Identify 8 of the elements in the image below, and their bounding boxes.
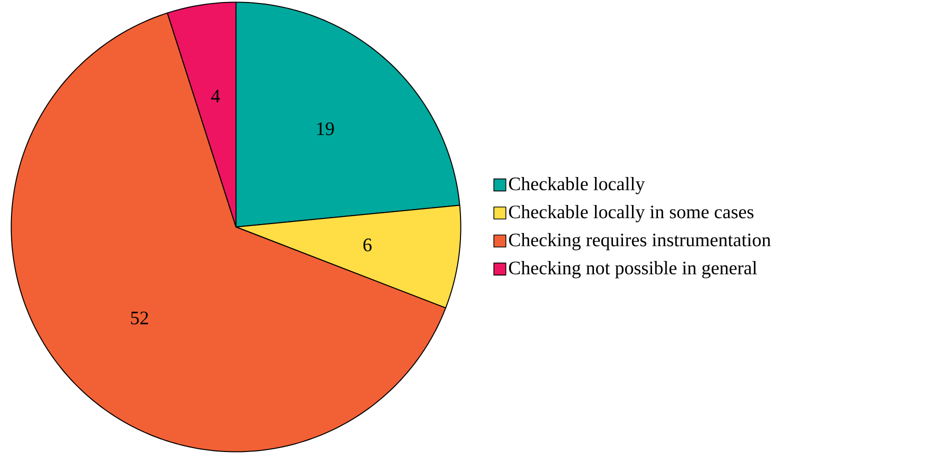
data-label: 19 bbox=[317, 122, 334, 136]
legend-label: Checking requires instrumentation bbox=[509, 233, 771, 250]
legend-label: Checkable locally in some cases bbox=[509, 204, 754, 222]
data-label: 52 bbox=[131, 312, 148, 324]
data-label: 4 bbox=[211, 90, 220, 102]
legend-label: Checkable locally bbox=[509, 176, 645, 194]
legend-label: Checking not possible in general bbox=[509, 261, 757, 278]
data-label: 6 bbox=[363, 238, 372, 252]
